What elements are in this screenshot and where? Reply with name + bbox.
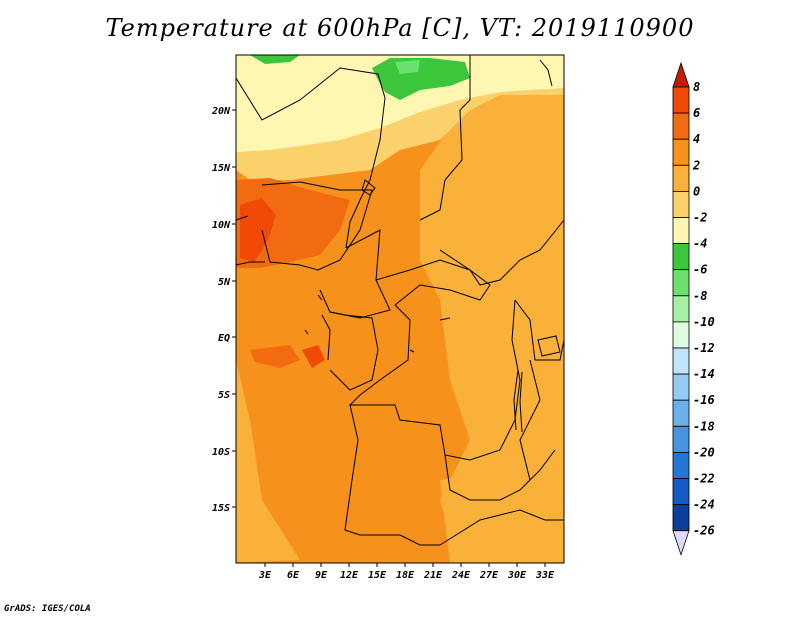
field-north-green — [372, 58, 470, 100]
colorbar-label: 2 — [692, 158, 700, 172]
field-north-green-west — [250, 55, 300, 64]
lon-label: 15E — [368, 570, 387, 581]
border-drc — [348, 299, 521, 461]
border-lake-tanganyika — [513, 369, 523, 433]
lat-label: 10N — [212, 220, 231, 231]
lon-label: 21E — [423, 570, 443, 581]
field-east-mid — [420, 85, 564, 563]
colorbar-segment — [672, 190, 690, 218]
border-coast-east — [539, 59, 553, 87]
field-north-pale — [236, 55, 564, 152]
lon-axis: 3E 6E 9E 12E 15E 18E 21E 24E 27E 30E 33E — [258, 563, 555, 581]
colorbar-segment — [672, 243, 690, 271]
grads-credit: GrADS: IGES/COLA — [4, 604, 91, 614]
lat-label: 10S — [212, 447, 230, 458]
colorbar-label: -14 — [693, 367, 715, 381]
lat-label: 20N — [211, 106, 231, 117]
border-lake-victoria — [537, 335, 561, 357]
border-chad-east — [419, 55, 471, 221]
field-north-lightgreen — [395, 60, 420, 74]
colorbar: 8 6 4 2 0 -2 -4 -6 -8 -10 -12 -14 -16 -18 -20 -22 -24 -26 — [672, 61, 715, 556]
field-southeast-mid — [440, 470, 564, 563]
colorbar-segment — [672, 399, 690, 427]
lat-label: 15S — [212, 503, 230, 514]
lat-label: 15N — [212, 163, 231, 174]
border-lake-chad — [361, 179, 376, 196]
colorbar-label: -22 — [693, 472, 715, 486]
colorbar-segment — [672, 451, 690, 479]
border-gabon — [321, 314, 331, 361]
colorbar-segment — [672, 269, 690, 297]
lat-label: EQ — [218, 333, 230, 344]
colorbar-label: 8 — [693, 80, 700, 94]
field-southwest-mid — [236, 360, 300, 563]
colorbar-segment — [672, 217, 690, 245]
border-congo — [329, 311, 379, 391]
border-zambia — [444, 449, 556, 501]
colorbar-label: -12 — [693, 341, 715, 355]
map-title: Temperature at 600hPa [C], VT: 201911090… — [105, 14, 695, 42]
border-islands — [304, 294, 451, 353]
colorbar-bottom-arrow — [672, 530, 690, 556]
colorbar-segment — [672, 478, 690, 506]
lat-label: 5N — [218, 277, 231, 288]
colorbar-top-arrow — [672, 61, 690, 88]
colorbar-label: -24 — [693, 498, 715, 512]
lon-label: 18E — [396, 570, 415, 581]
colorbar-label: -20 — [693, 445, 715, 459]
colorbar-label: -6 — [693, 263, 707, 277]
colorbar-label: 0 — [693, 184, 700, 198]
border-south — [439, 509, 564, 546]
colorbar-segment — [672, 138, 690, 166]
lon-label: 24E — [451, 570, 471, 581]
colorbar-segment — [672, 504, 690, 532]
colorbar-label: -26 — [693, 524, 715, 538]
lon-label: 30E — [507, 570, 527, 581]
colorbar-segment — [672, 295, 690, 323]
colorbar-label: 6 — [693, 106, 700, 120]
colorbar-label: -2 — [693, 211, 707, 225]
colorbar-label: -10 — [693, 315, 715, 329]
colorbar-segment — [672, 347, 690, 375]
border-car — [375, 259, 491, 306]
lon-label: 27E — [479, 570, 499, 581]
country-borders — [236, 55, 564, 546]
colorbar-segment — [672, 164, 690, 192]
field-gulf-hot-2 — [302, 345, 325, 368]
border-nigeria — [261, 181, 373, 271]
lon-label: 3E — [258, 570, 272, 581]
lon-label: 12E — [340, 570, 359, 581]
lon-label: 6E — [287, 570, 300, 581]
lat-axis: 20N 15N 10N 5N EQ 5S 10S 15S — [211, 106, 236, 514]
colorbar-label: -16 — [693, 393, 715, 407]
colorbar-label: -8 — [693, 289, 707, 303]
lon-label: 9E — [315, 570, 328, 581]
map-frame — [235, 54, 565, 564]
colorbar-segment — [672, 425, 690, 453]
colorbar-segment — [672, 373, 690, 401]
temperature-field — [236, 55, 564, 563]
colorbar-segment — [672, 112, 690, 140]
colorbar-label: 4 — [693, 132, 700, 146]
colorbar-segment — [672, 86, 690, 114]
colorbar-label: -18 — [693, 419, 715, 433]
border-niger-north — [236, 67, 386, 121]
border-east-lakes — [514, 299, 564, 481]
colorbar-segment — [672, 321, 690, 349]
field-gulf-hot — [250, 345, 300, 368]
lat-label: 5S — [218, 390, 230, 401]
field-west-hottest — [240, 198, 276, 262]
border-angola — [344, 404, 440, 546]
lon-label: 33E — [535, 570, 555, 581]
colorbar-label: -4 — [693, 237, 707, 251]
border-west-coast — [236, 215, 265, 266]
